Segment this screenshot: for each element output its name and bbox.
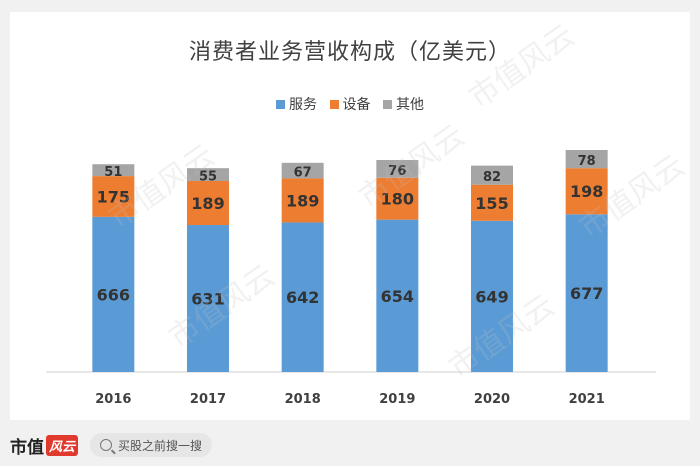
search-icon (100, 439, 113, 451)
bar-segment (376, 177, 419, 220)
bar-segment (281, 162, 324, 179)
legend-item-other: 其他 (382, 94, 424, 114)
bar-segment (281, 178, 324, 223)
x-tick-label: 2017 (190, 392, 226, 407)
bar-segment (376, 160, 419, 178)
chart-legend: 服务 设备 其他 (10, 94, 690, 114)
legend-swatch-services (276, 99, 286, 109)
data-label: 51 (104, 165, 122, 180)
data-label: 155 (475, 194, 508, 213)
data-label: 677 (570, 284, 603, 303)
footer-bar: 市值 风云 买股之前搜一搜 (0, 424, 700, 466)
data-label: 78 (578, 154, 596, 169)
data-label: 631 (191, 290, 224, 309)
bar-segment (92, 176, 135, 217)
bar-segment (565, 214, 608, 372)
data-label: 642 (286, 288, 319, 307)
data-label: 666 (97, 285, 130, 304)
legend-label-devices: 设备 (342, 97, 371, 113)
bar-segment (376, 219, 419, 372)
x-tick-label: 2021 (569, 392, 605, 407)
legend-label-services: 服务 (289, 97, 318, 113)
bar-segment (187, 180, 229, 226)
chart-card: 消费者业务营收构成（亿美元） 服务 设备 其他 666 175 51 2016 631 1… (10, 12, 691, 420)
stacked-bar-chart: 666 175 51 2016 631 189 55 2017 642 189 67 2018 654 1… (46, 150, 656, 407)
legend-swatch-devices (329, 99, 339, 109)
data-label: 198 (570, 182, 603, 201)
data-label: 76 (388, 164, 406, 179)
bar-segment (565, 150, 608, 169)
legend-swatch-other (382, 99, 392, 109)
brand-logo: 市值 风云 (10, 433, 79, 458)
brand-seal: 风云 (46, 434, 79, 456)
bar-segment (471, 165, 513, 185)
x-tick-label: 2020 (474, 392, 510, 407)
search-placeholder: 买股之前搜一搜 (118, 438, 203, 453)
chart-title: 消费者业务营收构成（亿美元） (188, 40, 511, 65)
bar-segment (281, 222, 324, 372)
legend-item-services: 服务 (276, 94, 317, 114)
search-box[interactable]: 买股之前搜一搜 (90, 433, 213, 457)
data-label: 175 (97, 187, 130, 206)
x-tick-label: 2019 (379, 392, 415, 407)
data-label: 189 (286, 191, 319, 210)
legend-label-other: 其他 (395, 97, 424, 113)
data-label: 649 (475, 287, 508, 306)
data-label: 180 (381, 190, 414, 209)
bar-segment (471, 184, 513, 221)
legend-item-devices: 设备 (329, 94, 371, 114)
bar-segment (92, 216, 135, 372)
brand-text: 市值 (10, 437, 44, 458)
data-label: 654 (381, 287, 414, 306)
bar-segment (471, 220, 513, 372)
data-label: 82 (483, 170, 501, 185)
data-label: 189 (191, 194, 224, 213)
data-label: 55 (199, 170, 217, 185)
bar-segment (187, 225, 229, 372)
x-tick-label: 2018 (285, 392, 321, 407)
bar-segment (565, 168, 608, 215)
x-tick-label: 2016 (95, 392, 131, 407)
bar-segment (92, 164, 135, 177)
bar-segment (187, 168, 229, 181)
data-label: 67 (294, 166, 312, 181)
